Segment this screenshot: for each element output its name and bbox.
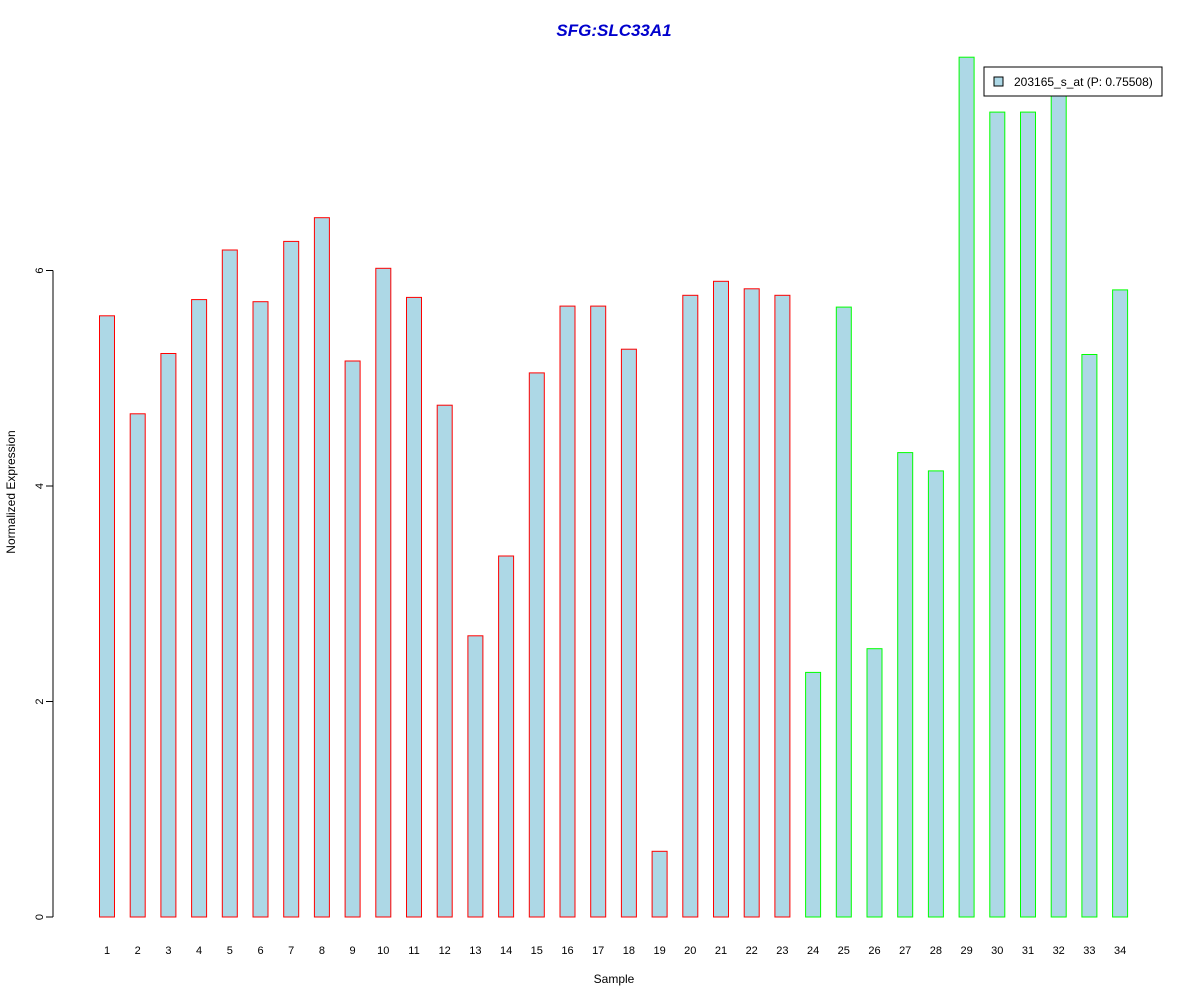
x-axis-label: Sample [594,972,635,986]
bar-sample-30 [989,111,1006,918]
x-tick-label: 29 [960,945,972,957]
x-tick-label: 33 [1083,945,1095,957]
chart-title: SFG:SLC33A1 [556,21,671,40]
x-tick-label: 30 [991,945,1003,957]
bar-sample-32 [1050,94,1067,918]
bar-sample-15 [528,372,545,918]
x-tick-label: 8 [319,945,325,957]
x-tick-label: 12 [439,945,451,957]
bar-sample-33 [1081,354,1098,918]
x-tick-label: 22 [746,945,758,957]
legend-label: 203165_s_at (P: 0.75508) [1014,75,1153,89]
bar-sample-2 [129,413,146,918]
y-axis-label: Normalized Expression [4,430,18,553]
bar-sample-23 [774,294,791,918]
bar-sample-8 [313,217,330,918]
bar-sample-17 [590,305,607,918]
x-tick-label: 17 [592,945,604,957]
bar-sample-31 [1020,111,1036,918]
bar-sample-34 [1112,289,1129,918]
bar-sample-16 [559,305,576,918]
bar-sample-18 [620,348,637,918]
legend-swatch [993,76,1004,87]
x-tick-label: 11 [408,945,419,957]
x-tick-label: 18 [623,945,635,957]
y-tick-label: 6 [34,267,46,273]
x-tick-label: 23 [776,945,788,957]
bar-sample-24 [805,671,822,918]
x-tick-label: 24 [807,945,819,957]
x-tick-label: 14 [500,945,512,957]
x-tick-label: 26 [868,945,880,957]
x-tick-label: 1 [104,945,110,957]
x-tick-label: 16 [561,945,573,957]
bar-sample-3 [160,353,177,918]
bar-sample-12 [436,404,453,918]
x-tick-label: 20 [684,945,696,957]
x-tick-label: 15 [531,945,543,957]
bar-sample-25 [835,306,852,918]
bar-sample-20 [682,294,699,918]
bar-sample-19 [651,850,668,918]
y-tick-label: 0 [34,914,46,920]
bar-sample-1 [99,315,115,918]
legend: 203165_s_at (P: 0.75508) [983,66,1163,97]
x-tick-label: 10 [377,945,389,957]
x-tick-label: 28 [930,945,942,957]
x-tick-label: 31 [1022,945,1034,957]
y-tick-label: 2 [34,698,46,704]
x-tick-label: 25 [838,945,850,957]
bar-sample-13 [467,635,484,918]
bar-sample-29 [958,56,975,918]
bar-sample-27 [897,452,914,918]
x-tick-labels: 1 2 3 4 5 6 7 8 9 10 11 12 13 14 15 16 17 18 19 20 21 22 23 24 2… [104,945,1126,957]
x-tick-label: 5 [227,945,233,957]
x-tick-label: 34 [1114,945,1126,957]
x-tick-label: 13 [469,945,481,957]
y-tick-label: 4 [34,483,46,489]
y-axis: 0 2 4 6 [34,267,54,920]
bar-sample-7 [283,240,300,918]
x-tick-label: 6 [257,945,263,957]
x-tick-label: 32 [1053,945,1065,957]
x-tick-label: 2 [135,945,141,957]
bar-sample-28 [927,470,944,918]
bar-sample-6 [252,301,269,918]
bar-sample-10 [375,267,392,918]
x-tick-label: 3 [165,945,171,957]
bar-sample-4 [191,299,208,918]
legend-box [983,66,1163,97]
x-tick-label: 19 [653,945,665,957]
x-tick-label: 4 [196,945,202,957]
x-tick-label: 21 [715,945,727,957]
bar-sample-5 [221,249,238,918]
bar-sample-26 [866,648,883,918]
bars-group [99,56,1129,918]
bar-sample-9 [344,360,361,918]
bar-sample-11 [406,296,422,918]
x-tick-label: 7 [288,945,294,957]
bar-sample-22 [743,288,760,918]
bar-sample-14 [498,555,515,918]
bar-sample-21 [713,280,729,918]
x-tick-label: 27 [899,945,911,957]
x-tick-label: 9 [350,945,356,957]
